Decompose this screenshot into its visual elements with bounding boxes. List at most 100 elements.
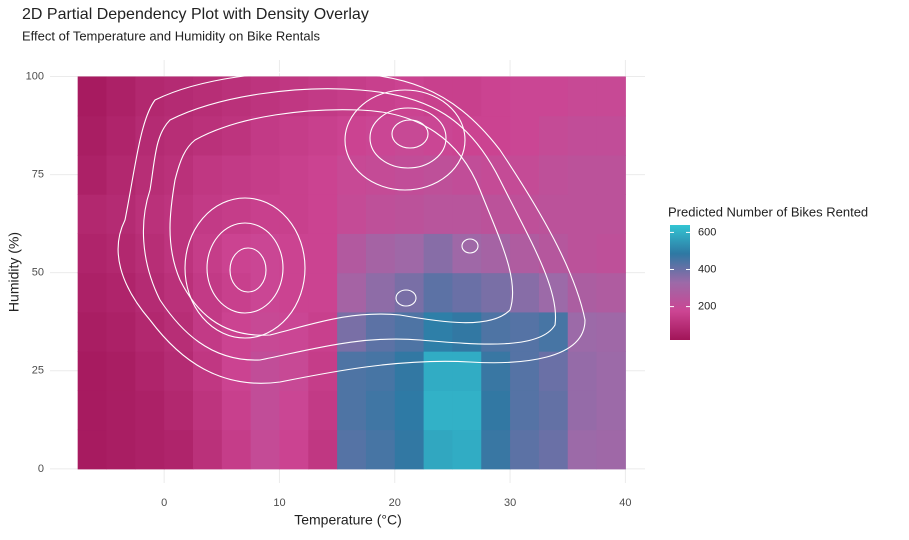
heatmap-cell bbox=[337, 233, 367, 274]
heatmap-cell bbox=[106, 311, 136, 352]
heatmap-cell bbox=[164, 115, 194, 156]
heatmap-cell bbox=[192, 194, 223, 234]
y-tick-label: 75 bbox=[32, 168, 44, 180]
heatmap-cell bbox=[221, 390, 252, 431]
heatmap-cell bbox=[538, 311, 569, 352]
heatmap-cell bbox=[192, 311, 223, 352]
heatmap-cell bbox=[337, 272, 367, 313]
heatmap-cell bbox=[481, 429, 511, 470]
density-contours bbox=[117, 71, 586, 384]
heatmap-cell bbox=[250, 115, 280, 156]
legend: 200 400 600 bbox=[670, 226, 716, 313]
heatmap-cell bbox=[452, 194, 482, 234]
heatmap-cell bbox=[452, 429, 482, 470]
heatmap-cell bbox=[308, 272, 338, 313]
x-tick-label: 40 bbox=[619, 497, 631, 509]
legend-title: Predicted Number of Bikes Rented bbox=[668, 204, 868, 219]
heatmap-cell bbox=[567, 115, 598, 156]
chart-title: 2D Partial Dependency Plot with Density … bbox=[22, 6, 369, 23]
y-axis-title: Humidity (%) bbox=[6, 232, 22, 312]
heatmap-cell bbox=[423, 233, 453, 274]
heatmap-cell bbox=[510, 115, 540, 156]
heatmap-cell bbox=[452, 154, 482, 195]
heatmap-cell bbox=[365, 272, 396, 313]
heatmap-cell bbox=[308, 390, 338, 431]
heatmap-cell bbox=[538, 76, 569, 117]
heatmap-cell bbox=[423, 115, 453, 156]
heatmap-cell bbox=[452, 311, 482, 352]
heatmap-cell bbox=[106, 194, 136, 234]
heatmap-cell bbox=[308, 115, 338, 156]
heatmap-cell bbox=[221, 115, 252, 156]
heatmap-cell bbox=[423, 194, 453, 234]
x-tick-label: 10 bbox=[273, 497, 285, 509]
heatmap-cell bbox=[77, 390, 108, 431]
heatmap-cell bbox=[308, 154, 338, 195]
heatmap-cell bbox=[221, 154, 252, 195]
heatmap-cell bbox=[452, 115, 482, 156]
heatmap-cell bbox=[423, 311, 453, 352]
heatmap-cell bbox=[394, 351, 425, 391]
heatmap-cell bbox=[135, 76, 165, 117]
heatmap-cell bbox=[394, 390, 425, 431]
x-axis-title: Temperature (°C) bbox=[294, 512, 402, 528]
density-contour bbox=[206, 222, 284, 314]
heatmap-cell bbox=[250, 429, 280, 470]
heatmap-cell bbox=[192, 233, 223, 274]
heatmap-cell bbox=[279, 351, 309, 391]
heatmap-cell bbox=[452, 351, 482, 391]
heatmap-cell bbox=[279, 115, 309, 156]
heatmap-cell bbox=[106, 154, 136, 195]
heatmap-cell bbox=[77, 351, 108, 391]
heatmap-cell bbox=[164, 154, 194, 195]
heatmap-cell bbox=[538, 390, 569, 431]
heatmap-cell bbox=[538, 154, 569, 195]
heatmap-cell bbox=[365, 351, 396, 391]
heatmap-cell bbox=[164, 351, 194, 391]
heatmap-cell bbox=[164, 311, 194, 352]
heatmap-cell bbox=[365, 76, 396, 117]
heatmap-cell bbox=[106, 233, 136, 274]
heatmap-cell bbox=[596, 429, 626, 470]
heatmap-cell bbox=[221, 272, 252, 313]
heatmap-cell bbox=[106, 429, 136, 470]
heatmap-cell bbox=[192, 76, 223, 117]
chart-subtitle: Effect of Temperature and Humidity on Bi… bbox=[22, 28, 320, 43]
heatmap-cell bbox=[596, 115, 626, 156]
heatmap-cell bbox=[452, 272, 482, 313]
heatmap-cell bbox=[279, 154, 309, 195]
heatmap-cell bbox=[279, 233, 309, 274]
density-contour bbox=[344, 89, 466, 191]
heatmap-cell bbox=[538, 429, 569, 470]
density-contour bbox=[184, 197, 306, 339]
heatmap-cell bbox=[596, 311, 626, 352]
heatmap-cell bbox=[135, 351, 165, 391]
heatmap-cell bbox=[538, 194, 569, 234]
heatmap-cell bbox=[596, 76, 626, 117]
heatmap-cell bbox=[567, 429, 598, 470]
heatmap-cell bbox=[77, 115, 108, 156]
heatmap-cell bbox=[135, 429, 165, 470]
legend-tick-label: 600 bbox=[698, 226, 716, 238]
y-tick-label: 0 bbox=[38, 463, 44, 475]
heatmap-cell bbox=[250, 76, 280, 117]
heatmap-cell bbox=[77, 429, 108, 470]
heatmap-cell bbox=[510, 311, 540, 352]
heatmap-cell bbox=[423, 390, 453, 431]
heatmap-cell bbox=[250, 194, 280, 234]
heatmap-cell bbox=[596, 233, 626, 274]
x-tick-label: 30 bbox=[504, 497, 516, 509]
heatmap-cell bbox=[77, 194, 108, 234]
heatmap-cell bbox=[279, 76, 309, 117]
density-contour bbox=[169, 109, 514, 336]
heatmap-cell bbox=[538, 272, 569, 313]
heatmap-cell bbox=[106, 272, 136, 313]
heatmap-cell bbox=[481, 194, 511, 234]
heatmap-cell bbox=[567, 233, 598, 274]
heatmap-cell bbox=[365, 311, 396, 352]
heatmap-cell bbox=[538, 351, 569, 391]
heatmap-cell bbox=[596, 154, 626, 195]
heatmap-cell bbox=[337, 429, 367, 470]
heatmap-cell bbox=[596, 351, 626, 391]
